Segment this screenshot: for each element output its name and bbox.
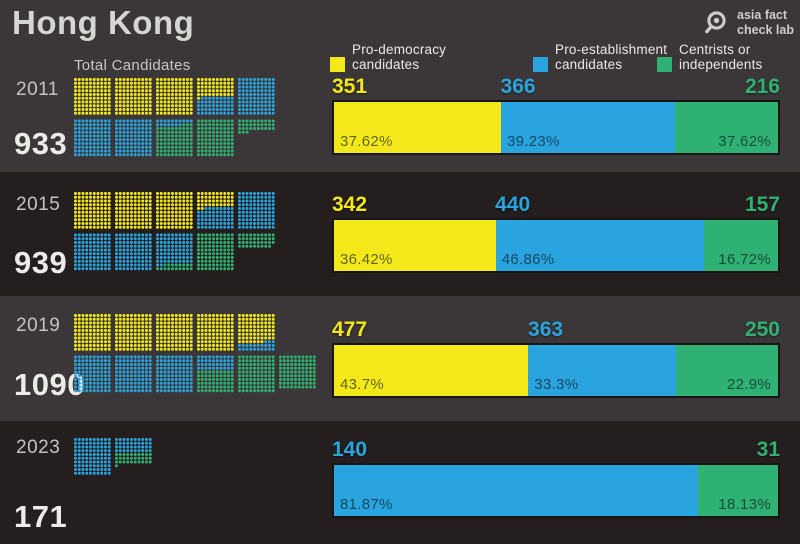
waffle-chart	[74, 314, 316, 393]
waffle-chart	[74, 438, 152, 475]
legend-item-pro-democracy: Pro-democracy candidates	[330, 41, 446, 73]
segment-percent-label: 36.42%	[340, 251, 393, 268]
year-band-2023: 2023 171 140 31 81.87% 18.13%	[0, 421, 800, 544]
pro-democracy-swatch	[330, 57, 345, 72]
logo-text: asia fact check lab	[737, 8, 794, 38]
total-label: 933	[14, 126, 68, 161]
bar-segment-centrist: 22.9%	[676, 345, 778, 396]
segment-count-centrist: 250	[744, 318, 780, 341]
page-title: Hong Kong	[12, 4, 195, 41]
segment-count-pro_democracy: 342	[332, 193, 368, 216]
total-label: 1090	[14, 367, 85, 402]
stacked-bar: 36.42% 46.86% 16.72%	[332, 218, 780, 273]
legend-label: Pro-establishment candidates	[555, 41, 668, 73]
stacked-bar: 43.7% 33.3% 22.9%	[332, 343, 780, 398]
segment-count-pro_establishment: 140	[332, 438, 368, 461]
bar-segment-pro_democracy: 36.42%	[334, 220, 496, 271]
segment-count-pro_democracy: 477	[332, 318, 368, 341]
year-band-2019: 2019 1090 477 363 250 43.7% 33.3% 22.9%	[0, 296, 800, 421]
segment-count-pro_establishment: 363	[528, 318, 564, 341]
segment-percent-label: 81.87%	[340, 496, 393, 513]
segment-percent-label: 37.62%	[718, 133, 771, 150]
segment-percent-label: 16.72%	[718, 251, 771, 268]
total-label: 939	[14, 245, 68, 280]
stacked-bar: 81.87% 18.13%	[332, 463, 780, 518]
magnifier-icon	[705, 11, 726, 34]
bar-segment-centrist: 16.72%	[703, 220, 778, 271]
bar-segment-centrist: 18.13%	[697, 465, 778, 516]
waffle-section-title: Total Candidates	[74, 57, 191, 74]
bar-counts: 351 366 216	[332, 76, 780, 100]
bar-segment-centrist: 37.62%	[675, 102, 778, 153]
centrists-swatch	[657, 57, 672, 72]
segment-percent-label: 18.13%	[718, 496, 771, 513]
segment-count-pro_establishment: 366	[500, 75, 536, 98]
bar-segment-pro_establishment: 46.86%	[495, 220, 704, 271]
segment-count-pro_democracy: 351	[332, 75, 368, 98]
pro-establishment-swatch	[533, 57, 548, 72]
year-label: 2015	[16, 194, 61, 215]
segment-percent-label: 37.62%	[340, 133, 393, 150]
year-band-2011: 2011 933 351 366 216 37.62% 39.23% 37.62%	[0, 0, 800, 172]
year-label: 2011	[16, 79, 59, 100]
waffle-chart	[74, 192, 275, 271]
segment-count-centrist: 31	[756, 438, 780, 461]
bar-counts: 342 440 157	[332, 194, 780, 218]
segment-count-centrist: 216	[744, 75, 780, 98]
segment-percent-label: 39.23%	[507, 133, 560, 150]
bar-counts: 140 31	[332, 439, 780, 463]
logo-line2: check lab	[737, 23, 794, 37]
legend-label: Centrists or independents	[679, 41, 763, 73]
segment-percent-label: 33.3%	[534, 376, 579, 393]
bar-counts: 477 363 250	[332, 319, 780, 343]
year-label: 2023	[16, 437, 61, 458]
segment-percent-label: 43.7%	[340, 376, 385, 393]
bar-segment-pro_democracy: 43.7%	[334, 345, 529, 396]
bar-segment-pro_establishment: 33.3%	[528, 345, 677, 396]
stacked-bar: 37.62% 39.23% 37.62%	[332, 100, 780, 155]
year-label: 2019	[16, 315, 61, 336]
segment-percent-label: 22.9%	[726, 376, 771, 393]
logo-line1: asia fact	[737, 8, 788, 23]
segment-percent-label: 46.86%	[501, 251, 555, 268]
bar-segment-pro_democracy: 37.62%	[334, 102, 502, 153]
total-label: 171	[14, 499, 68, 534]
segment-count-centrist: 157	[744, 193, 780, 216]
segment-count-pro_establishment: 440	[495, 193, 531, 216]
bar-segment-pro_establishment: 39.23%	[501, 102, 676, 153]
waffle-chart	[74, 78, 275, 157]
legend-label: Pro-democracy candidates	[352, 41, 447, 73]
legend-item-centrists: Centrists or independents	[657, 41, 762, 73]
bar-segment-pro_establishment: 81.87%	[334, 465, 698, 516]
logo: asia fact check lab	[700, 8, 794, 38]
legend-item-pro-establishment: Pro-establishment candidates	[533, 41, 667, 73]
year-band-2015: 2015 939 342 440 157 36.42% 46.86% 16.72%	[0, 172, 800, 296]
